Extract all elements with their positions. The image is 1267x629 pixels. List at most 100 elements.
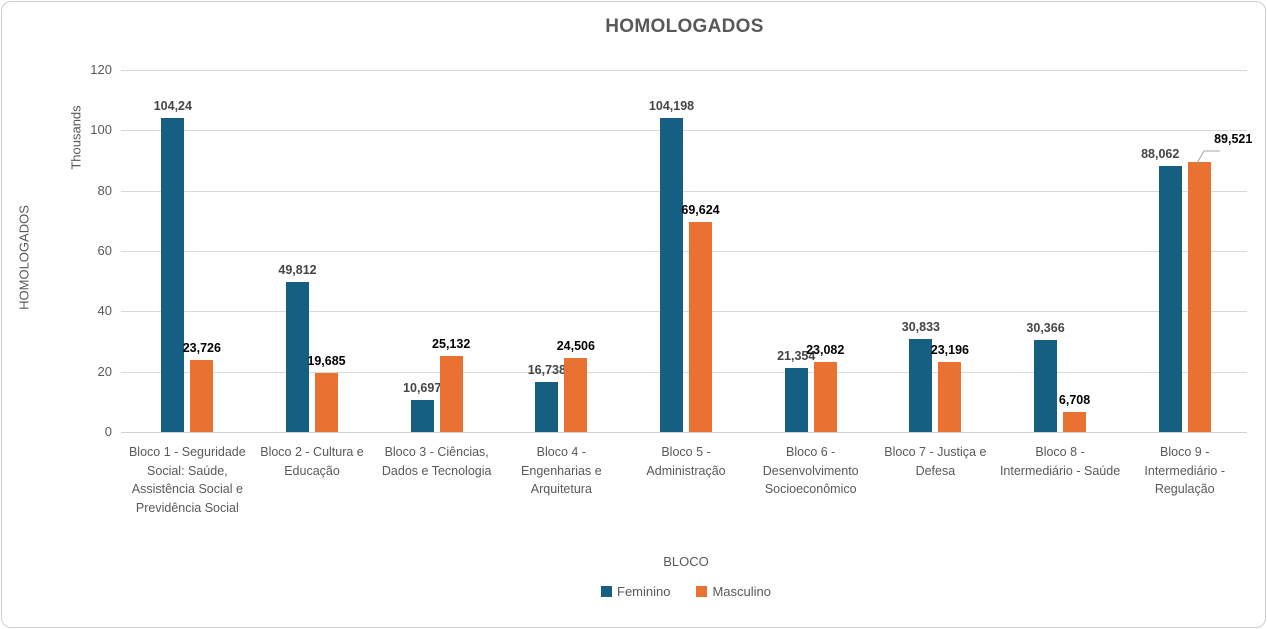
data-label-masculino-bloco-6: 23,082 <box>806 343 845 358</box>
bar-group: 10,697 25,132 <box>403 337 470 432</box>
bar-group: 30,366 6,708 <box>1026 321 1090 432</box>
x-category-labels: Bloco 1 - Seguridade Social: Saúde, Assi… <box>125 443 1247 517</box>
gridline-120 <box>121 70 1247 71</box>
bar-wrap: 104,24 <box>154 99 192 432</box>
bar-group: 88,062 89,521 <box>1141 132 1252 432</box>
data-label-feminino-bloco-6: 21,354 <box>777 348 816 363</box>
y-tick-label-40: 40 <box>97 303 112 319</box>
bar-wrap: 104,198 <box>649 99 694 432</box>
y-tick-label-100: 100 <box>90 122 112 138</box>
legend-swatch-feminino <box>601 586 612 597</box>
y-axis-units-label: Thousands <box>68 105 84 170</box>
bar-feminino-bloco-1 <box>161 117 185 432</box>
data-label-masculino-bloco-7: 23,196 <box>930 343 969 358</box>
bar-column-bloco-6: 21,354 23,082 <box>748 70 873 432</box>
bar-feminino-bloco-9 <box>1158 166 1182 432</box>
bar-masculino-bloco-7 <box>938 362 962 432</box>
data-label-feminino-bloco-2: 49,812 <box>278 262 317 277</box>
gridline-40 <box>121 311 1247 313</box>
legend-swatch-masculino <box>696 586 708 597</box>
bars-row: 104,24 23,726 49,812 19,685 10,697 25,132 16,7… <box>125 70 1252 432</box>
bar-feminino-bloco-7 <box>909 339 933 432</box>
bar-masculino-bloco-1 <box>190 360 214 432</box>
y-tick-label-0: 0 <box>104 424 112 439</box>
y-axis-title: HOMOLOGADOS <box>16 205 32 310</box>
gridline-0 <box>121 432 1247 433</box>
bar-group: 49,812 19,685 <box>278 263 346 432</box>
bar-wrap: 24,506 <box>557 339 595 432</box>
data-label-masculino-bloco-2: 19,685 <box>307 353 346 368</box>
bar-group: 104,198 69,624 <box>649 99 720 432</box>
bar-column-bloco-5: 104,198 69,624 <box>624 70 749 432</box>
data-label-masculino-bloco-5: 69,624 <box>681 202 720 217</box>
data-label-feminino-bloco-5: 104,198 <box>648 98 695 113</box>
x-category-label-bloco-4: Bloco 4 - Engenharias e Arquitetura <box>521 445 602 496</box>
gridline-20 <box>121 371 1247 373</box>
data-label-feminino-bloco-1: 104,24 <box>153 98 192 113</box>
plot-area: 0 20 40 60 80 100 120 104,24 23,726 49,812 19,685… <box>90 62 1252 439</box>
gridline-100 <box>121 130 1247 132</box>
x-category-label-bloco-7: Bloco 7 - Justiça e Defesa <box>884 445 987 478</box>
legend-item-feminino: Feminino <box>601 584 670 599</box>
bar-group: 104,24 23,726 <box>154 99 221 432</box>
data-label-masculino-bloco-8: 6,708 <box>1058 392 1091 407</box>
bar-column-bloco-8: 30,366 6,708 <box>998 70 1123 432</box>
bar-feminino-bloco-5 <box>660 117 684 432</box>
bar-wrap: 88,062 <box>1141 147 1182 432</box>
bar-feminino-bloco-4 <box>535 381 559 432</box>
legend: Feminino Masculino <box>125 584 1247 599</box>
bar-masculino-bloco-4 <box>564 358 588 432</box>
bar-column-bloco-7: 30,833 23,196 <box>873 70 998 432</box>
x-category-label-bloco-8: Bloco 8 - Intermediário - Saúde <box>999 445 1121 478</box>
bar-wrap: 23,196 <box>931 343 969 432</box>
bar-wrap: 21,354 <box>777 349 815 432</box>
bar-wrap: 25,132 <box>432 337 470 432</box>
bar-wrap: 23,082 <box>806 343 844 432</box>
bar-column-bloco-4: 16,738 24,506 <box>499 70 624 432</box>
x-category-label-bloco-2: Bloco 2 - Cultura e Educação <box>260 445 364 478</box>
x-category-label-bloco-6: Bloco 6 - Desenvolvimento Socioeconômico <box>762 445 859 496</box>
legend-label-masculino: Masculino <box>712 584 771 599</box>
bar-masculino-bloco-6 <box>813 362 837 432</box>
bar-wrap: 23,726 <box>183 341 221 432</box>
bar-column-bloco-3: 10,697 25,132 <box>374 70 499 432</box>
bar-feminino-bloco-3 <box>410 399 434 432</box>
data-label-feminino-bloco-8: 30,366 <box>1026 321 1065 336</box>
bar-masculino-bloco-3 <box>439 356 463 432</box>
bar-column-bloco-9: 88,062 89,521 <box>1122 70 1252 432</box>
bar-wrap: 89,521 <box>1187 132 1252 432</box>
bar-group: 16,738 24,506 <box>528 339 595 432</box>
data-label-masculino-bloco-9: 89,521 <box>1214 131 1253 146</box>
bar-wrap: 30,833 <box>902 320 940 432</box>
data-label-masculino-bloco-1: 23,726 <box>182 341 221 356</box>
y-tick-label-20: 20 <box>97 363 112 379</box>
x-category-label-bloco-1: Bloco 1 - Seguridade Social: Saúde, Assi… <box>128 445 246 515</box>
y-tick-label-80: 80 <box>97 182 112 198</box>
bar-wrap: 6,708 <box>1059 393 1090 432</box>
bar-feminino-bloco-2 <box>286 281 309 432</box>
data-label-feminino-bloco-3: 10,697 <box>403 380 442 395</box>
bar-wrap: 30,366 <box>1026 321 1065 432</box>
data-label-feminino-bloco-9: 88,062 <box>1141 147 1180 162</box>
gridline-60 <box>121 251 1247 252</box>
data-label-feminino-bloco-4: 16,738 <box>527 362 566 377</box>
x-category-label-bloco-3: Bloco 3 - Ciências, Dados e Tecnologia <box>381 445 492 478</box>
data-label-masculino-bloco-3: 25,132 <box>432 337 471 352</box>
bar-group: 21,354 23,082 <box>777 343 844 432</box>
bar-masculino-bloco-2 <box>315 372 338 432</box>
bar-wrap: 69,624 <box>681 203 720 432</box>
x-axis-title: BLOCO <box>663 554 709 569</box>
chart-title: HOMOLOGADOS <box>605 16 764 37</box>
legend-item-masculino: Masculino <box>696 584 771 599</box>
legend-label-feminino: Feminino <box>617 584 671 599</box>
label-leader-line <box>1196 150 1220 164</box>
bar-column-bloco-1: 104,24 23,726 <box>125 70 250 432</box>
bar-wrap: 16,738 <box>528 363 566 432</box>
bar-masculino-bloco-8 <box>1063 411 1087 432</box>
x-category-label-bloco-5: Bloco 5 - Administração <box>646 445 726 478</box>
x-category-label-bloco-9: Bloco 9 - Intermediário - Regulação <box>1144 445 1225 496</box>
data-label-feminino-bloco-7: 30,833 <box>901 320 940 334</box>
bar-group: 30,833 23,196 <box>902 320 969 432</box>
bar-column-bloco-2: 49,812 19,685 <box>250 70 375 432</box>
